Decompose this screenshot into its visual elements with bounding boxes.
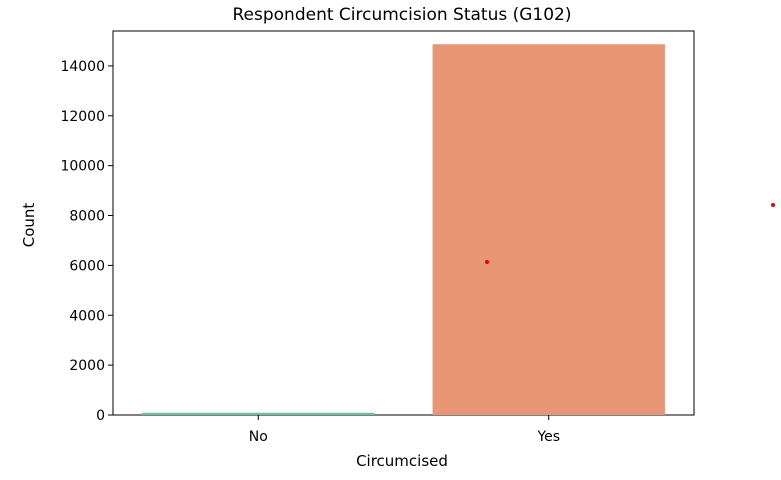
x-tick-label: No (249, 429, 268, 445)
x-axis-ticks: No Yes (249, 415, 560, 445)
y-axis-label: Count (20, 203, 38, 248)
chart-title: Respondent Circumcision Status (G102) (232, 5, 571, 25)
y-tick-label: 0 (96, 408, 105, 424)
bar-no (142, 412, 375, 415)
x-tick-label: Yes (536, 429, 560, 445)
marker-dots (485, 203, 775, 264)
plot-frame (112, 30, 695, 416)
y-tick-label: 12000 (60, 109, 105, 125)
marker-dot-1 (485, 260, 489, 264)
y-tick-label: 6000 (69, 258, 105, 274)
plot-area (112, 30, 695, 416)
bar-yes (432, 44, 665, 416)
y-tick-label: 14000 (60, 59, 105, 75)
y-axis-ticks: 0 2000 4000 6000 8000 10000 12000 14000 (60, 59, 113, 424)
y-tick-label: 10000 (60, 159, 105, 175)
y-tick-label: 2000 (69, 358, 105, 374)
y-tick-label: 4000 (69, 308, 105, 324)
x-axis-label: Circumcised (356, 452, 448, 470)
bars-group (142, 44, 665, 416)
y-tick-label: 8000 (69, 209, 105, 225)
marker-dot-2 (771, 203, 775, 207)
